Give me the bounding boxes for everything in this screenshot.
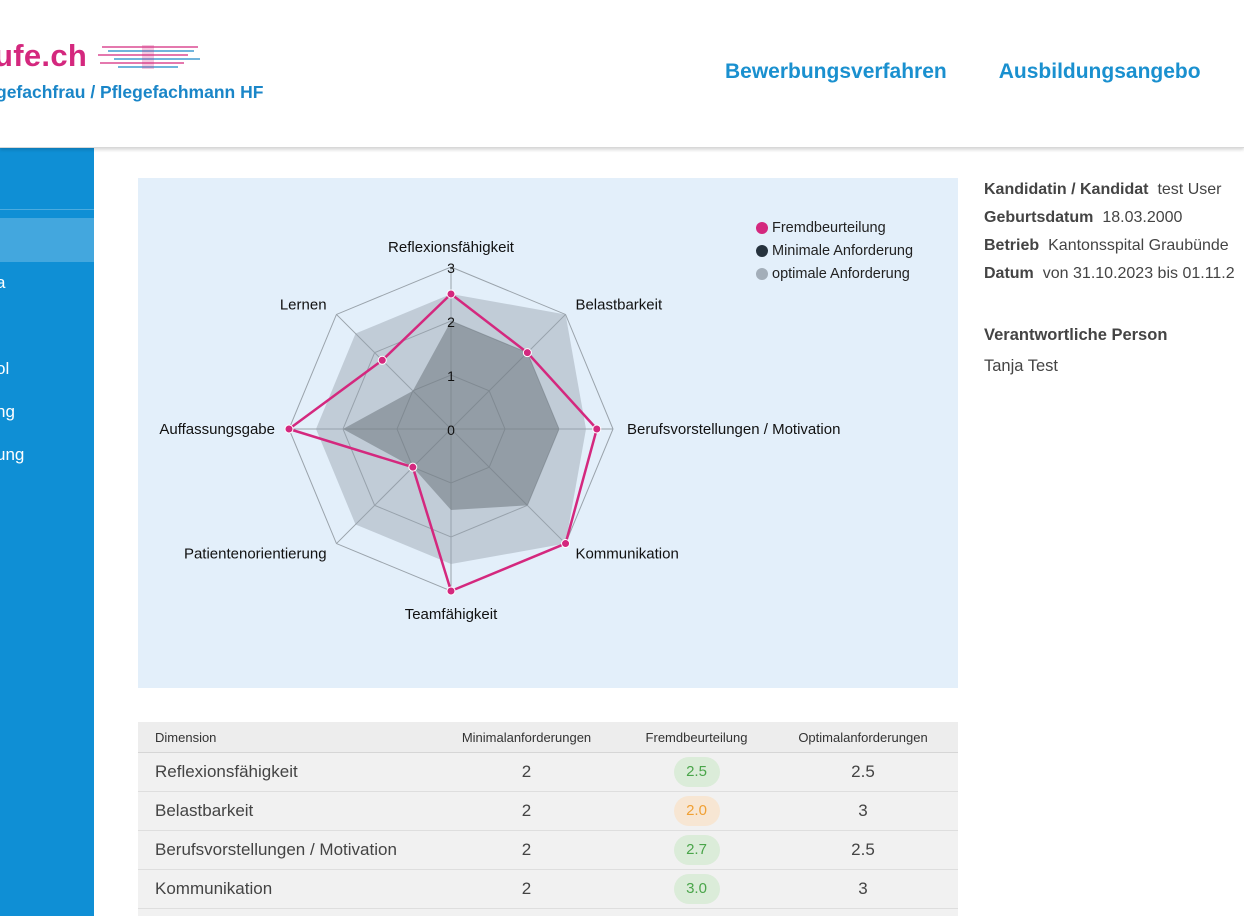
score-badge: 2.5 [673, 757, 720, 787]
category-label: Belastbarkeit [575, 297, 663, 314]
cell-opt: 3 [858, 801, 868, 820]
responsible-person-value: Tanja Test [984, 357, 1058, 375]
category-label: Reflexionsfähigkeit [388, 239, 515, 256]
data-point[interactable] [446, 586, 456, 596]
data-point[interactable] [592, 424, 602, 434]
sidebar: a ol ng ung [0, 148, 94, 916]
sidebar-item-3[interactable]: ng [0, 402, 15, 421]
category-label: Auffassungsgabe [159, 421, 275, 438]
sidebar-divider [0, 209, 94, 210]
cell-fremd: 2.7 [625, 835, 768, 865]
data-point[interactable] [522, 348, 532, 358]
dimension-table: Dimension Minimalanforderungen Fremdbeur… [138, 722, 958, 916]
legend-item-minimale-anforderung[interactable]: Minimale Anforderung [756, 239, 913, 262]
data-point[interactable] [408, 462, 418, 472]
info-label: Kandidatin / Kandidat [984, 181, 1149, 198]
cell-dimension: Reflexionsfähigkeit [155, 762, 298, 781]
category-label: Berufsvorstellungen / Motivation [627, 421, 840, 438]
table-row [138, 909, 958, 916]
series-minimale-anforderung [343, 321, 559, 510]
tick-label: 1 [447, 368, 455, 384]
column-header-dimension[interactable]: Dimension [155, 729, 217, 745]
info-row-candidate: Kandidatin / Kandidat test User [984, 176, 1244, 204]
cell-min: 2 [521, 879, 532, 898]
score-badge: 2.0 [673, 796, 720, 826]
table-header: Dimension Minimalanforderungen Fremdbeur… [138, 722, 958, 753]
cell-opt: 2.5 [851, 840, 875, 859]
table-row: Belastbarkeit 2 2.0 3 [138, 792, 958, 831]
category-label: Kommunikation [575, 545, 678, 562]
chart-legend: Fremdbeurteilung Minimale Anforderung op… [756, 216, 913, 285]
info-label: Datum [984, 265, 1034, 282]
legend-label: Minimale Anforderung [772, 242, 914, 259]
legend-dot-icon [756, 221, 768, 234]
logo-subtitle: gefachfrau / Pflegefachmann HF [0, 82, 264, 102]
info-label: Betrieb [984, 237, 1040, 254]
radar-chart: 0 1 2 3 Reflexionsfähigkeit Belastbarkeit Beru… [159, 239, 840, 623]
logo-lines-icon [98, 45, 200, 69]
cell-dimension: Belastbarkeit [155, 801, 254, 820]
sidebar-item-1[interactable]: a [0, 273, 6, 292]
cell-dimension: Berufsvorstellungen / Motivation [155, 840, 397, 859]
nav-bewerbungsverfahren[interactable]: Bewerbungsverfahren [725, 60, 947, 83]
data-point[interactable] [446, 289, 456, 299]
page-header: ufe.ch gefachfrau / Pflegefachmann HF Be… [0, 0, 1244, 148]
legend-item-optimale-anforderung[interactable]: optimale Anforderung [756, 262, 913, 285]
legend-dot-icon [756, 244, 768, 257]
table-row: Berufsvorstellungen / Motivation 2 2.7 2… [138, 831, 958, 870]
sidebar-item-4[interactable]: ung [0, 445, 25, 464]
table-row: Reflexionsfähigkeit 2 2.5 2.5 [138, 753, 958, 792]
tick-label: 0 [447, 422, 455, 438]
score-badge: 2.7 [673, 835, 720, 865]
cell-min: 2 [521, 762, 532, 781]
data-point[interactable] [377, 355, 387, 365]
data-point[interactable] [284, 424, 294, 434]
cell-fremd: 2.0 [625, 796, 768, 826]
tick-label: 2 [447, 314, 455, 330]
sidebar-item-active[interactable] [0, 218, 94, 262]
info-value: test User [1157, 181, 1222, 198]
cell-min: 2 [521, 801, 532, 820]
data-point[interactable] [561, 539, 571, 549]
column-header-fremd[interactable]: Fremdbeurteilung [645, 729, 748, 745]
legend-label: Fremdbeurteilung [772, 219, 886, 236]
category-label: Teamfähigkeit [405, 606, 498, 623]
info-label: Geburtsdatum [984, 209, 1094, 226]
cell-opt: 2.5 [851, 762, 875, 781]
info-row-company: Betrieb Kantonsspital Graubünde [984, 232, 1244, 260]
legend-item-fremdbeurteilung[interactable]: Fremdbeurteilung [756, 216, 913, 239]
column-header-min[interactable]: Minimalanforderungen [461, 729, 592, 745]
table-row: Kommunikation 2 3.0 3 [138, 870, 958, 909]
legend-label: optimale Anforderung [772, 265, 910, 282]
sidebar-item-2[interactable]: ol [0, 359, 10, 378]
info-value: 18.03.2000 [1102, 209, 1183, 226]
cell-fremd: 2.5 [625, 757, 768, 787]
info-row-date: Datum von 31.10.2023 bis 01.11.2 [984, 260, 1244, 288]
nav-ausbildungsangebot[interactable]: Ausbildungsangebo [998, 60, 1201, 83]
info-value: von 31.10.2023 bis 01.11.2 [1042, 265, 1235, 282]
score-badge: 3.0 [673, 874, 720, 904]
category-label: Lernen [280, 297, 327, 314]
column-header-opt[interactable]: Optimalanforderungen [798, 729, 928, 745]
radar-chart-panel: 0 1 2 3 Reflexionsfähigkeit Belastbarkeit Beru… [138, 178, 958, 688]
cell-opt: 3 [858, 879, 868, 898]
candidate-info: Kandidatin / Kandidat test User Geburtsd… [984, 176, 1244, 288]
legend-dot-icon [756, 267, 768, 280]
logo-text[interactable]: ufe.ch [0, 38, 88, 73]
cell-fremd: 3.0 [625, 874, 768, 904]
cell-min: 2 [521, 840, 532, 859]
cell-dimension: Kommunikation [155, 879, 273, 898]
info-value: Kantonsspital Graubünde [1048, 237, 1229, 254]
main-nav: Bewerbungsverfahren Ausbildungsangebo [725, 60, 1201, 84]
category-label: Patientenorientierung [184, 545, 327, 562]
info-row-birthdate: Geburtsdatum 18.03.2000 [984, 204, 1244, 232]
responsible-person-label: Verantwortliche Person [984, 326, 1168, 344]
tick-label: 3 [447, 260, 455, 276]
